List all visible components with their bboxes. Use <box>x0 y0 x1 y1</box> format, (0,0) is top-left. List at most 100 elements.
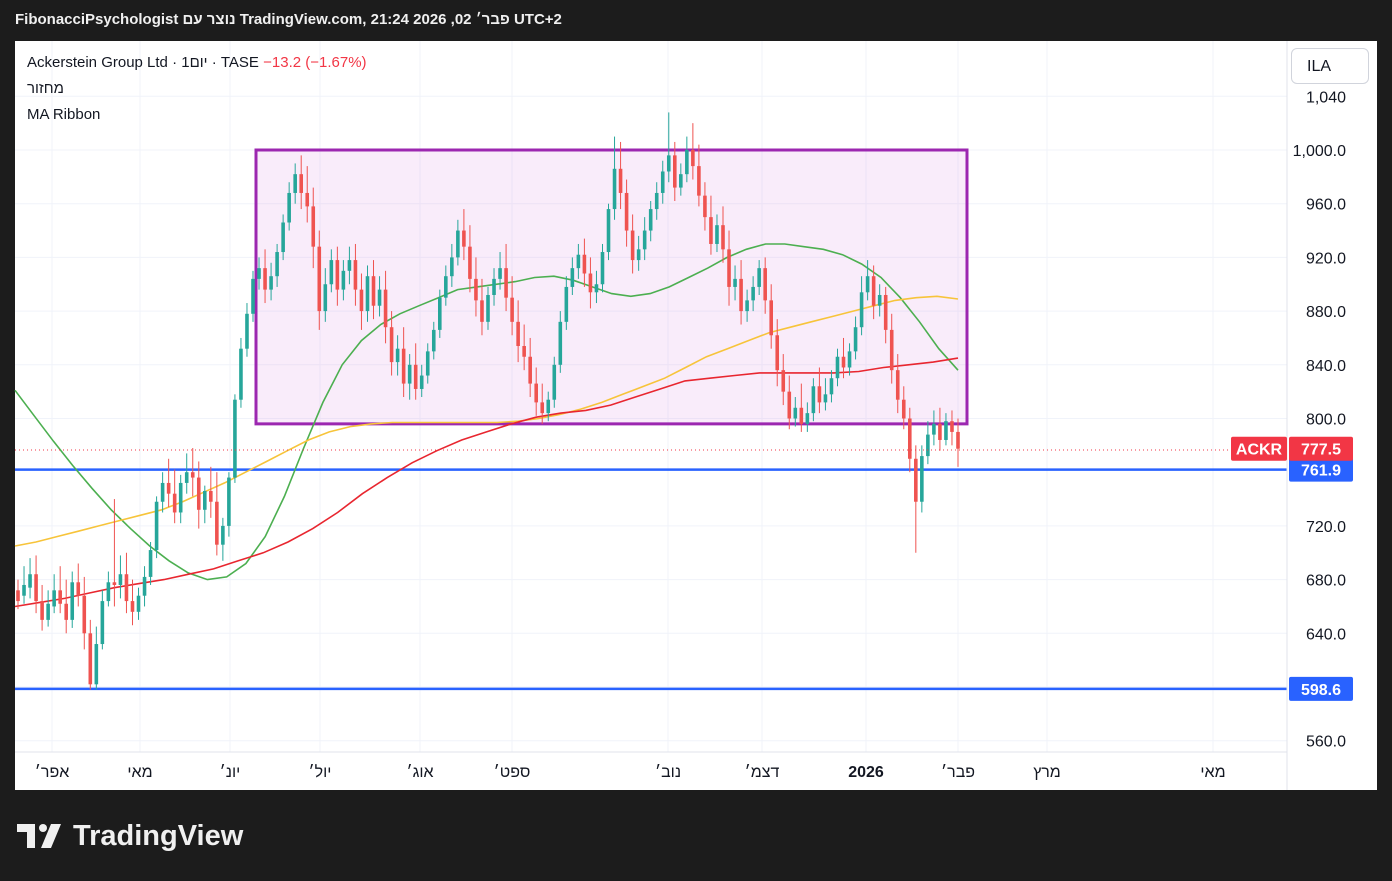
chart-frame[interactable] <box>15 41 1377 790</box>
candle-body <box>371 276 376 306</box>
candle-body <box>431 329 436 352</box>
candle-body <box>64 603 69 620</box>
candle-body <box>763 268 767 301</box>
candle-body <box>709 217 713 244</box>
candle-body <box>805 413 810 424</box>
candle-body <box>196 477 201 510</box>
candle-body <box>245 313 249 349</box>
candle-body <box>419 375 424 389</box>
price-tick: 560.0 <box>1306 734 1346 751</box>
candle-body <box>269 276 273 290</box>
time-tick: מרץ <box>1033 764 1061 781</box>
candle-body <box>588 273 593 293</box>
currency-button[interactable]: ILA <box>1291 48 1369 84</box>
candle-body <box>841 356 846 368</box>
candle-body <box>166 482 171 494</box>
candle-body <box>209 490 213 502</box>
candle-body <box>546 399 551 414</box>
candle-body <box>136 595 141 612</box>
candle-body <box>251 278 255 314</box>
candle-body <box>118 574 123 585</box>
candle-body <box>100 601 105 645</box>
candle-body <box>335 260 340 290</box>
volume-legend[interactable]: מחזור <box>27 80 64 97</box>
candle-body <box>480 300 484 322</box>
time-tick: יונ׳ <box>220 764 241 781</box>
candle-body <box>148 550 153 577</box>
candle-body <box>329 260 334 285</box>
price-tick: 840.0 <box>1306 358 1346 375</box>
candle-body <box>889 329 894 371</box>
brand-name: TradingView <box>73 819 244 852</box>
candle-body <box>950 421 954 432</box>
candle-body <box>425 351 430 376</box>
line-price-tag <box>1289 457 1353 482</box>
candle-body <box>871 276 876 306</box>
candle-body <box>22 584 26 596</box>
candle-body <box>564 286 569 322</box>
candle-body <box>239 348 243 400</box>
candle-body <box>914 458 918 502</box>
candle-body <box>739 278 743 312</box>
candle-body <box>516 321 520 347</box>
candle-body <box>40 601 44 620</box>
candle-body <box>76 582 81 596</box>
candle-body <box>685 150 689 175</box>
candle-body <box>944 421 948 440</box>
candle-body <box>522 346 526 357</box>
candle-body <box>920 456 924 502</box>
candle-body <box>456 230 460 258</box>
price-change: −13.2 (−1.67%) <box>263 54 367 71</box>
candle-body <box>715 225 719 244</box>
candle-body <box>359 289 364 312</box>
price-tick: 720.0 <box>1306 519 1346 536</box>
candle-body <box>287 192 291 223</box>
candle-body <box>257 268 261 279</box>
candle-body <box>552 364 557 400</box>
candle-body <box>353 260 358 290</box>
candle-body <box>642 230 647 250</box>
candle-body <box>486 294 490 322</box>
candle-body <box>672 155 677 188</box>
candle-body <box>347 260 352 271</box>
candle-body <box>799 407 804 424</box>
last-price-text: 777.5 <box>1301 442 1341 459</box>
candle-body <box>365 276 370 312</box>
candle-body <box>82 595 87 634</box>
candle-body <box>745 300 749 312</box>
candle-body <box>130 601 135 612</box>
candle-body <box>823 394 828 403</box>
candle-body <box>233 399 237 478</box>
candle-body <box>142 576 147 596</box>
ma-ribbon-legend[interactable]: MA Ribbon <box>27 106 101 123</box>
candle-body <box>907 418 912 459</box>
candle-body <box>751 286 755 301</box>
candle-body <box>606 209 611 253</box>
candles[interactable] <box>16 112 960 690</box>
price-tick: 680.0 <box>1306 573 1346 590</box>
time-tick: ספט׳ <box>494 764 531 781</box>
watermark-header: FibonacciPsychologist נוצר עם TradingVie… <box>0 0 1392 40</box>
candle-body <box>817 386 822 403</box>
symbol-tag-text: ACKR <box>1236 442 1283 459</box>
candle-body <box>853 327 858 352</box>
candle-body <box>407 364 412 384</box>
horizontal-lines[interactable] <box>15 468 1287 691</box>
candle-body <box>437 297 442 330</box>
range-box[interactable] <box>254 148 969 426</box>
candle-body <box>540 402 545 414</box>
candle-body <box>630 230 635 261</box>
candle-body <box>293 174 297 193</box>
candle-body <box>534 383 539 403</box>
symbol-legend[interactable]: Ackerstein Group Ltd · 1יום · TASE −13.2… <box>27 54 367 71</box>
line-price-text: 761.9 <box>1301 463 1341 480</box>
candle-body <box>757 268 761 287</box>
price-tick: 1,040 <box>1306 89 1346 106</box>
candle-body <box>172 493 177 513</box>
time-tick: אוג׳ <box>406 764 433 781</box>
candle-body <box>160 482 165 502</box>
candle-body <box>401 348 406 384</box>
candle-body <box>727 249 731 287</box>
candle-body <box>938 423 942 440</box>
